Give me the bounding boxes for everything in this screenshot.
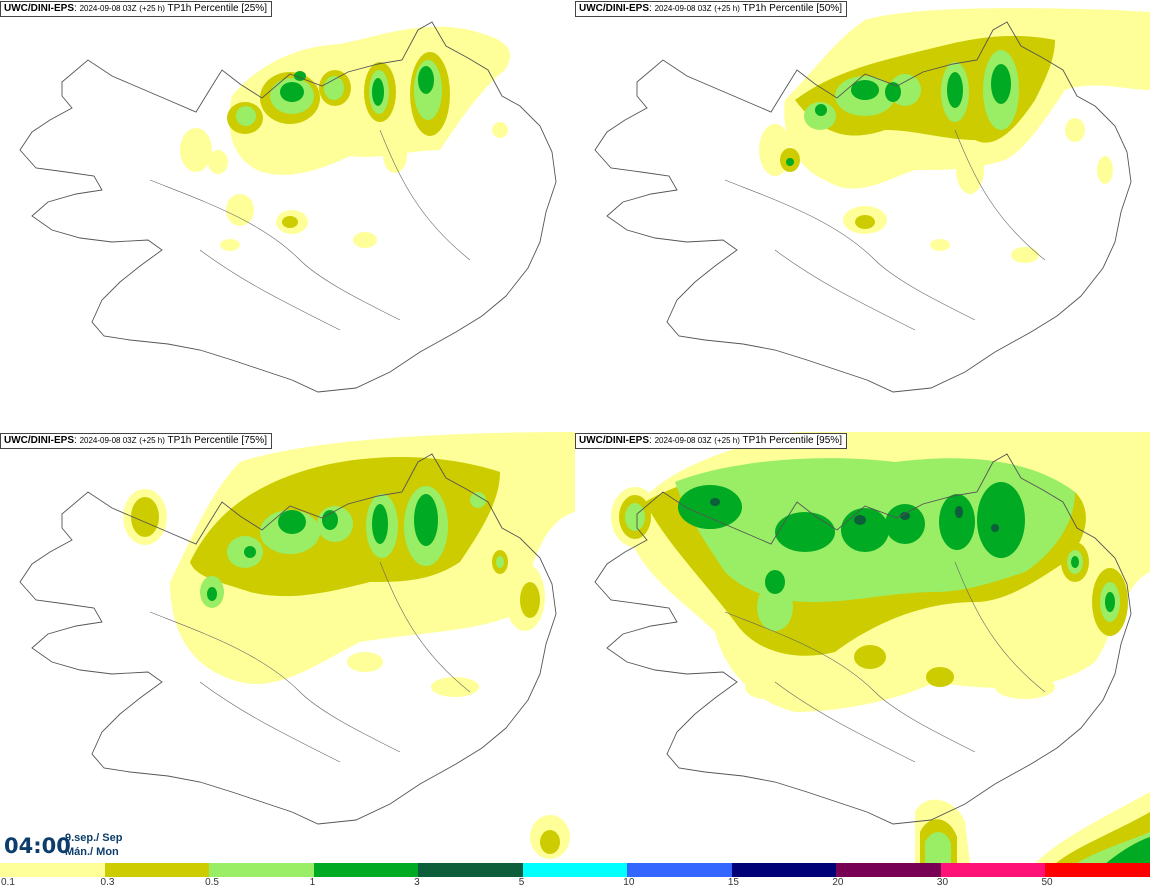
panel-title-p50: UWC/DINI-EPS: 2024-09-08 03Z (+25 h) TP1… [575,1,847,17]
model-name: UWC/DINI-EPS [4,3,74,14]
valid-date: 9.sep./ Sep [65,832,123,844]
map-panel-p95: UWC/DINI-EPS: 2024-09-08 03Z (+25 h) TP1… [575,432,1150,864]
parameter-name: TP1h Percentile [25%] [167,3,267,14]
legend-tick-label: 5 [518,877,525,888]
legend-tick-label: 30 [936,877,949,888]
model-name: UWC/DINI-EPS [579,435,649,446]
legend-tick-label: 3 [414,877,420,888]
precip-map-p25 [19,21,557,393]
legend-tick-label: 0.3 [100,877,115,888]
legend-swatch [313,863,419,877]
legend-swatch [731,863,837,877]
run-time: 2024-09-08 03Z [79,4,137,13]
model-name: UWC/DINI-EPS [579,3,649,14]
legend-tick-label: 0.5 [205,877,219,888]
legend-tick-label: 1 [309,877,316,888]
legend-swatch [522,863,628,877]
run-time: 2024-09-08 03Z [654,4,712,13]
run-time: 2024-09-08 03Z [654,436,712,445]
legend-swatch [104,863,210,877]
map-panel-p50: UWC/DINI-EPS: 2024-09-08 03Z (+25 h) TP1… [575,0,1150,432]
parameter-name: TP1h Percentile [50%] [742,3,842,14]
legend-tick-label: 20 [832,877,844,888]
run-time: 2024-09-08 03Z [79,436,137,445]
legend-tick-label: 0.1 [1,877,15,888]
legend-ticks: 0.1 0.3 0.5 1 3 5 10 15 20 30 50 [0,877,1150,891]
valid-time-box: 04:00 9.sep./ Sep Mán./ Mon [0,830,128,863]
valid-hour: 04:00 [4,834,71,858]
parameter-name: TP1h Percentile [75%] [167,435,267,446]
precip-map-p75 [19,432,575,859]
legend-tick-label: 15 [727,877,739,888]
lead-time: (+25 h) [139,436,165,445]
lead-time: (+25 h) [714,4,740,13]
model-name: UWC/DINI-EPS [4,435,74,446]
legend-tick-label: 10 [623,877,635,888]
valid-weekday: Mán./ Mon [65,846,119,858]
lead-time: (+25 h) [714,436,740,445]
legend-swatch [0,863,105,877]
legend-swatch [209,863,314,877]
parameter-name: TP1h Percentile [95%] [742,435,842,446]
legend-tick-label: 50 [1041,877,1053,888]
map-panel-p75: UWC/DINI-EPS: 2024-09-08 03Z (+25 h) TP1… [0,432,575,864]
legend-swatch [418,863,523,877]
legend-swatch [836,863,941,877]
precip-map-p95 [594,432,1150,864]
lead-time: (+25 h) [139,4,165,13]
map-panel-p25: UWC/DINI-EPS: 2024-09-08 03Z (+25 h) TP1… [0,0,575,432]
color-legend [0,863,1150,877]
panel-title-p95: UWC/DINI-EPS: 2024-09-08 03Z (+25 h) TP1… [575,433,847,449]
panel-title-p25: UWC/DINI-EPS: 2024-09-08 03Z (+25 h) TP1… [0,1,272,17]
legend-swatch [940,863,1046,877]
panel-title-p75: UWC/DINI-EPS: 2024-09-08 03Z (+25 h) TP1… [0,433,272,449]
legend-swatch [1045,863,1150,877]
precip-map-p50 [594,8,1150,393]
legend-swatch [627,863,732,877]
